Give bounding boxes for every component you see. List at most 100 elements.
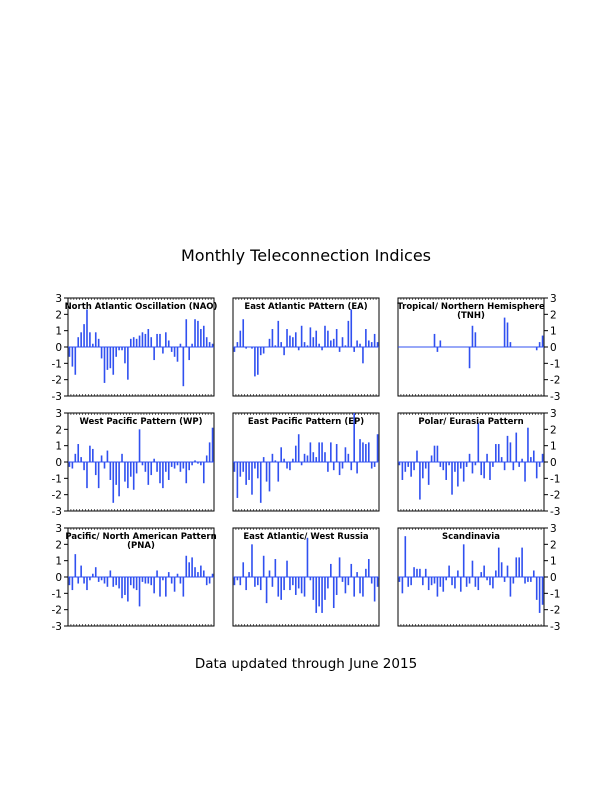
bar: [356, 572, 358, 577]
y-tick-label: -2: [52, 605, 62, 617]
bar: [538, 462, 541, 467]
bar: [477, 577, 480, 591]
bar: [353, 347, 355, 352]
bar: [289, 335, 291, 347]
y-tick-label: 1: [550, 556, 557, 568]
bar: [424, 568, 427, 577]
bar: [277, 462, 280, 482]
bar: [373, 333, 376, 347]
bar: [118, 577, 120, 589]
bar: [274, 345, 277, 347]
bar: [248, 572, 250, 577]
bar: [353, 413, 355, 462]
bar: [254, 577, 256, 587]
figure-title: Monthly Teleconnection Indices: [181, 246, 431, 265]
bar: [188, 462, 190, 471]
bar: [297, 577, 300, 589]
bar: [286, 560, 288, 577]
bar: [170, 462, 173, 467]
panel-title: North Atlantic Oscillation (NAO): [65, 302, 218, 312]
bar: [506, 435, 509, 462]
bar: [503, 577, 506, 582]
bar: [242, 462, 245, 472]
y-tick-label: -1: [52, 358, 62, 370]
bar: [254, 462, 256, 469]
bar: [433, 577, 436, 584]
bar: [153, 347, 155, 361]
bar: [445, 577, 447, 581]
bar: [194, 319, 196, 347]
bar: [97, 462, 100, 489]
bar: [150, 462, 153, 476]
bar: [442, 462, 445, 471]
bar: [451, 577, 453, 586]
bar: [251, 462, 253, 495]
bar: [436, 445, 439, 462]
bar: [159, 577, 161, 597]
bar: [376, 434, 379, 462]
bar: [106, 577, 109, 587]
bar: [179, 577, 182, 584]
bar: [138, 577, 141, 607]
bar: [541, 335, 544, 347]
bar: [294, 577, 297, 595]
bar: [330, 563, 332, 577]
bar: [194, 460, 196, 462]
bar: [321, 347, 323, 351]
bar: [292, 577, 294, 586]
bar: [309, 442, 312, 462]
bar: [419, 462, 421, 500]
y-tick-label: -3: [52, 621, 62, 633]
bar: [318, 577, 320, 607]
chart-panel-4: East Pacific Pattern (EP): [232, 412, 380, 512]
bar: [68, 577, 71, 586]
bar: [239, 577, 242, 586]
bar: [492, 577, 494, 589]
bar: [489, 577, 491, 586]
bar: [71, 462, 74, 469]
bar: [370, 342, 373, 347]
bar: [359, 343, 361, 347]
bar: [74, 453, 77, 462]
bar: [524, 462, 526, 482]
bar: [367, 340, 370, 347]
bar: [83, 577, 85, 584]
bar: [138, 335, 141, 347]
bar: [312, 452, 315, 462]
bar: [503, 462, 506, 471]
bar: [124, 462, 126, 482]
bar: [532, 570, 535, 577]
bar: [483, 462, 485, 479]
bar: [483, 565, 485, 577]
bar: [77, 577, 80, 584]
y-tick-label: -3: [550, 621, 560, 633]
bar: [83, 462, 85, 471]
bar: [185, 462, 188, 484]
bar: [474, 462, 477, 466]
bar: [442, 577, 445, 592]
bar: [162, 462, 164, 489]
bar: [135, 577, 138, 591]
bar: [173, 462, 176, 469]
bar: [347, 577, 350, 586]
bar: [416, 568, 418, 577]
bar: [68, 462, 71, 467]
bar: [173, 577, 176, 592]
bar: [202, 325, 205, 347]
bar: [330, 340, 332, 347]
bar: [89, 577, 91, 581]
bar: [239, 330, 242, 347]
bar: [147, 462, 150, 485]
bar: [335, 444, 338, 462]
bar: [200, 462, 202, 466]
bar: [335, 577, 338, 595]
bar: [89, 332, 91, 347]
y-tick-label: 1: [55, 326, 62, 338]
bar: [211, 573, 214, 577]
bar: [503, 317, 506, 347]
y-tick-label: -3: [550, 391, 560, 403]
bar: [280, 447, 282, 462]
bar: [359, 577, 361, 594]
bar: [303, 453, 306, 462]
bar: [271, 329, 274, 347]
